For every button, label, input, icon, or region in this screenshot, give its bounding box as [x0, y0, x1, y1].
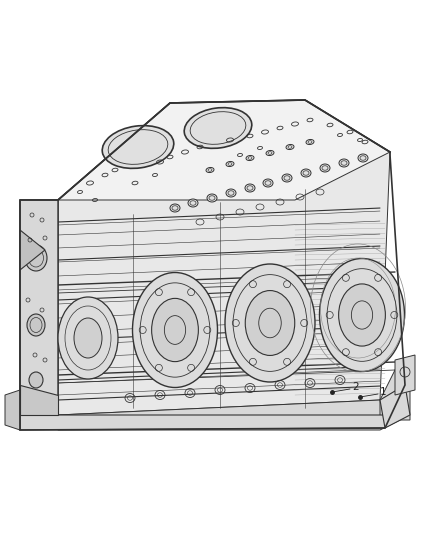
Polygon shape — [58, 100, 390, 415]
Ellipse shape — [25, 245, 47, 271]
Text: 2: 2 — [352, 382, 359, 392]
Polygon shape — [58, 400, 400, 430]
Ellipse shape — [301, 169, 311, 177]
Ellipse shape — [339, 159, 349, 167]
Ellipse shape — [58, 297, 118, 379]
Ellipse shape — [320, 164, 330, 172]
Ellipse shape — [225, 264, 315, 382]
Ellipse shape — [133, 272, 218, 387]
Ellipse shape — [170, 204, 180, 212]
Ellipse shape — [263, 179, 273, 187]
Polygon shape — [20, 385, 58, 415]
Text: 1: 1 — [380, 387, 387, 397]
Ellipse shape — [226, 189, 236, 197]
Polygon shape — [380, 360, 410, 420]
Ellipse shape — [319, 259, 405, 372]
Ellipse shape — [245, 290, 295, 356]
Polygon shape — [5, 390, 20, 430]
Ellipse shape — [339, 284, 385, 346]
Ellipse shape — [245, 184, 255, 192]
Ellipse shape — [188, 199, 198, 207]
Polygon shape — [395, 355, 415, 395]
Ellipse shape — [27, 314, 45, 336]
Polygon shape — [58, 100, 390, 200]
Polygon shape — [380, 385, 410, 428]
Ellipse shape — [282, 174, 292, 182]
Polygon shape — [20, 230, 45, 270]
Polygon shape — [20, 200, 58, 415]
Ellipse shape — [207, 194, 217, 202]
Polygon shape — [20, 415, 390, 430]
Ellipse shape — [152, 298, 198, 361]
Ellipse shape — [102, 126, 174, 168]
Ellipse shape — [74, 318, 102, 358]
Ellipse shape — [184, 108, 252, 148]
Polygon shape — [20, 200, 58, 415]
Ellipse shape — [358, 154, 368, 162]
Ellipse shape — [29, 372, 43, 388]
